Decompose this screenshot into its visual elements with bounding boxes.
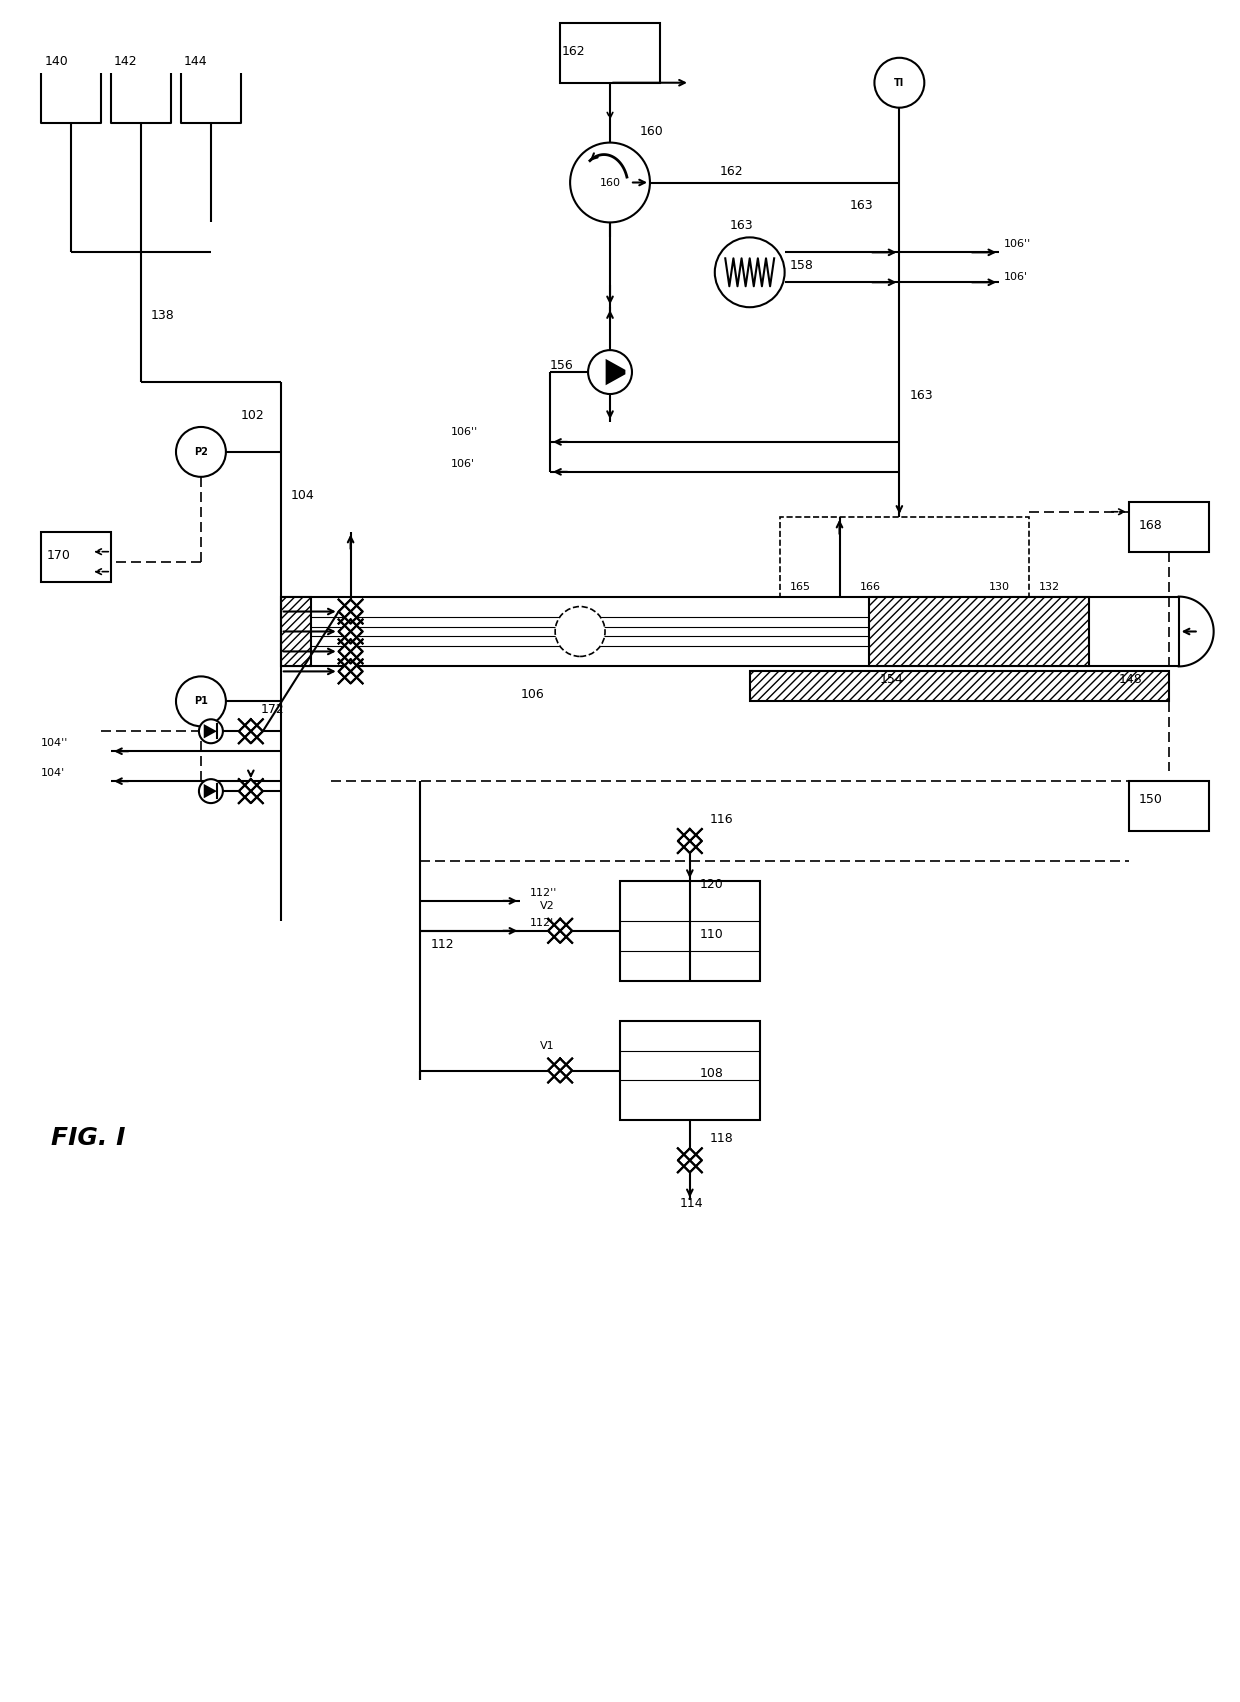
- Text: 168: 168: [1138, 519, 1163, 531]
- Circle shape: [570, 143, 650, 223]
- Bar: [620, 882, 760, 980]
- Text: 106'': 106'': [1004, 240, 1032, 250]
- Circle shape: [198, 720, 223, 744]
- Text: 166: 166: [859, 582, 880, 592]
- Text: 112'': 112'': [531, 888, 558, 899]
- Text: P2: P2: [193, 448, 208, 456]
- Text: 163: 163: [730, 220, 754, 233]
- Bar: [750, 671, 1169, 701]
- Text: 112: 112: [430, 938, 454, 951]
- Text: 106': 106': [1004, 272, 1028, 283]
- Text: 104: 104: [290, 488, 315, 502]
- Text: 102: 102: [241, 408, 264, 422]
- Polygon shape: [339, 659, 362, 684]
- Text: 118: 118: [709, 1132, 734, 1145]
- Text: 163: 163: [849, 199, 873, 213]
- Text: 160: 160: [599, 177, 620, 187]
- Bar: [620, 1021, 760, 1120]
- Text: 106': 106': [450, 460, 475, 468]
- Text: 130: 130: [990, 582, 1011, 592]
- Text: 108: 108: [699, 1067, 724, 1081]
- Text: 142: 142: [114, 54, 138, 68]
- Text: 112': 112': [531, 917, 554, 928]
- Bar: [869, 597, 1089, 667]
- Bar: [560, 22, 660, 83]
- Text: 163: 163: [909, 390, 932, 402]
- Bar: [280, 597, 311, 667]
- Text: 104': 104': [41, 768, 66, 778]
- Bar: [780, 517, 1029, 597]
- Polygon shape: [203, 723, 217, 739]
- Polygon shape: [678, 1149, 702, 1173]
- Text: 150: 150: [1138, 793, 1163, 807]
- Bar: [1128, 502, 1209, 551]
- Text: 162: 162: [719, 165, 744, 177]
- Text: V2: V2: [541, 900, 556, 911]
- Text: 138: 138: [151, 310, 175, 322]
- Text: 104'': 104'': [41, 739, 68, 749]
- Polygon shape: [203, 785, 217, 798]
- Text: 106: 106: [521, 688, 544, 701]
- Polygon shape: [605, 359, 625, 385]
- Bar: [41, 531, 112, 582]
- Circle shape: [714, 237, 785, 308]
- Text: 162: 162: [562, 44, 585, 58]
- Text: 110: 110: [699, 928, 724, 941]
- Polygon shape: [339, 599, 362, 623]
- Polygon shape: [548, 1059, 572, 1082]
- Text: V1: V1: [541, 1040, 554, 1050]
- Text: 114: 114: [680, 1197, 703, 1210]
- Polygon shape: [239, 780, 263, 803]
- Circle shape: [176, 427, 226, 477]
- Polygon shape: [339, 620, 362, 643]
- Text: 158: 158: [790, 259, 813, 272]
- Text: 106'': 106'': [450, 427, 477, 437]
- Text: 165: 165: [790, 582, 811, 592]
- Polygon shape: [678, 829, 702, 853]
- Text: 156: 156: [551, 359, 574, 373]
- Polygon shape: [239, 720, 263, 744]
- Text: 170: 170: [46, 548, 71, 562]
- Text: 144: 144: [184, 54, 207, 68]
- Text: TI: TI: [894, 78, 904, 89]
- Polygon shape: [548, 919, 572, 943]
- Text: 172: 172: [260, 703, 284, 717]
- Text: 148: 148: [1118, 674, 1142, 686]
- Circle shape: [588, 351, 632, 395]
- Text: 160: 160: [640, 124, 663, 138]
- Text: 132: 132: [1039, 582, 1060, 592]
- Circle shape: [874, 58, 924, 107]
- Bar: [1128, 781, 1209, 831]
- Text: 116: 116: [709, 814, 733, 825]
- Polygon shape: [339, 640, 362, 664]
- Text: P1: P1: [193, 696, 208, 706]
- Circle shape: [198, 780, 223, 803]
- Circle shape: [176, 676, 226, 727]
- Circle shape: [556, 606, 605, 657]
- Text: FIG. I: FIG. I: [51, 1127, 125, 1151]
- Text: 154: 154: [879, 674, 903, 686]
- Text: 120: 120: [699, 878, 724, 890]
- Text: 140: 140: [45, 54, 68, 68]
